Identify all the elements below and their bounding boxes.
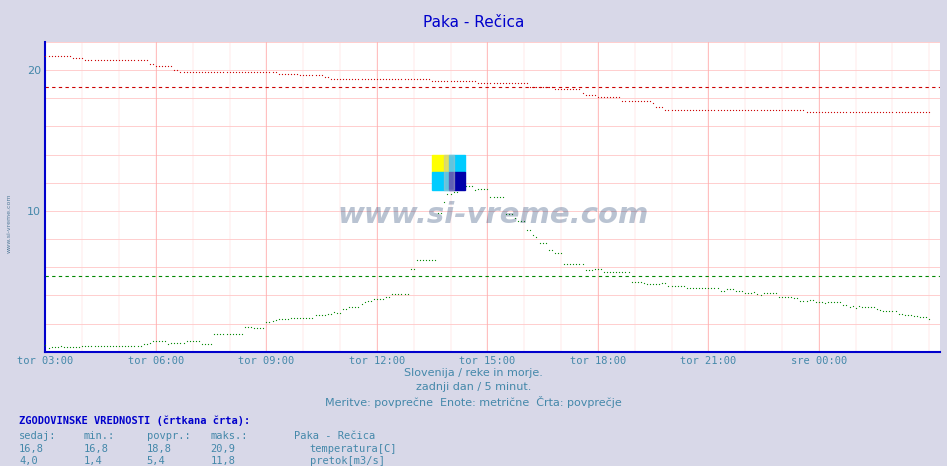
Bar bbox=[432, 155, 449, 172]
Text: Paka - Rečica: Paka - Rečica bbox=[422, 15, 525, 30]
Text: 5,4: 5,4 bbox=[147, 456, 166, 466]
Text: 11,8: 11,8 bbox=[210, 456, 235, 466]
Text: Meritve: povprečne  Enote: metrične  Črta: povprečje: Meritve: povprečne Enote: metrične Črta:… bbox=[325, 396, 622, 408]
Text: sedaj:: sedaj: bbox=[19, 431, 57, 441]
Text: povpr.:: povpr.: bbox=[147, 431, 190, 441]
Bar bbox=[449, 172, 465, 190]
Polygon shape bbox=[444, 155, 454, 190]
Text: temperatura[C]: temperatura[C] bbox=[310, 444, 397, 453]
Text: 1,4: 1,4 bbox=[83, 456, 102, 466]
Text: zadnji dan / 5 minut.: zadnji dan / 5 minut. bbox=[416, 382, 531, 392]
Text: ZGODOVINSKE VREDNOSTI (črtkana črta):: ZGODOVINSKE VREDNOSTI (črtkana črta): bbox=[19, 416, 250, 426]
Text: maks.:: maks.: bbox=[210, 431, 248, 441]
Text: 16,8: 16,8 bbox=[83, 444, 108, 453]
Text: Paka - Rečica: Paka - Rečica bbox=[294, 431, 375, 441]
Text: 16,8: 16,8 bbox=[19, 444, 44, 453]
Text: 4,0: 4,0 bbox=[19, 456, 38, 466]
Text: 18,8: 18,8 bbox=[147, 444, 171, 453]
Text: Slovenija / reke in morje.: Slovenija / reke in morje. bbox=[404, 368, 543, 378]
Text: www.si-vreme.com: www.si-vreme.com bbox=[337, 201, 649, 229]
Text: min.:: min.: bbox=[83, 431, 115, 441]
Text: pretok[m3/s]: pretok[m3/s] bbox=[310, 456, 384, 466]
Bar bbox=[449, 155, 465, 172]
Text: 20,9: 20,9 bbox=[210, 444, 235, 453]
Bar bbox=[432, 172, 449, 190]
Text: www.si-vreme.com: www.si-vreme.com bbox=[7, 194, 11, 254]
